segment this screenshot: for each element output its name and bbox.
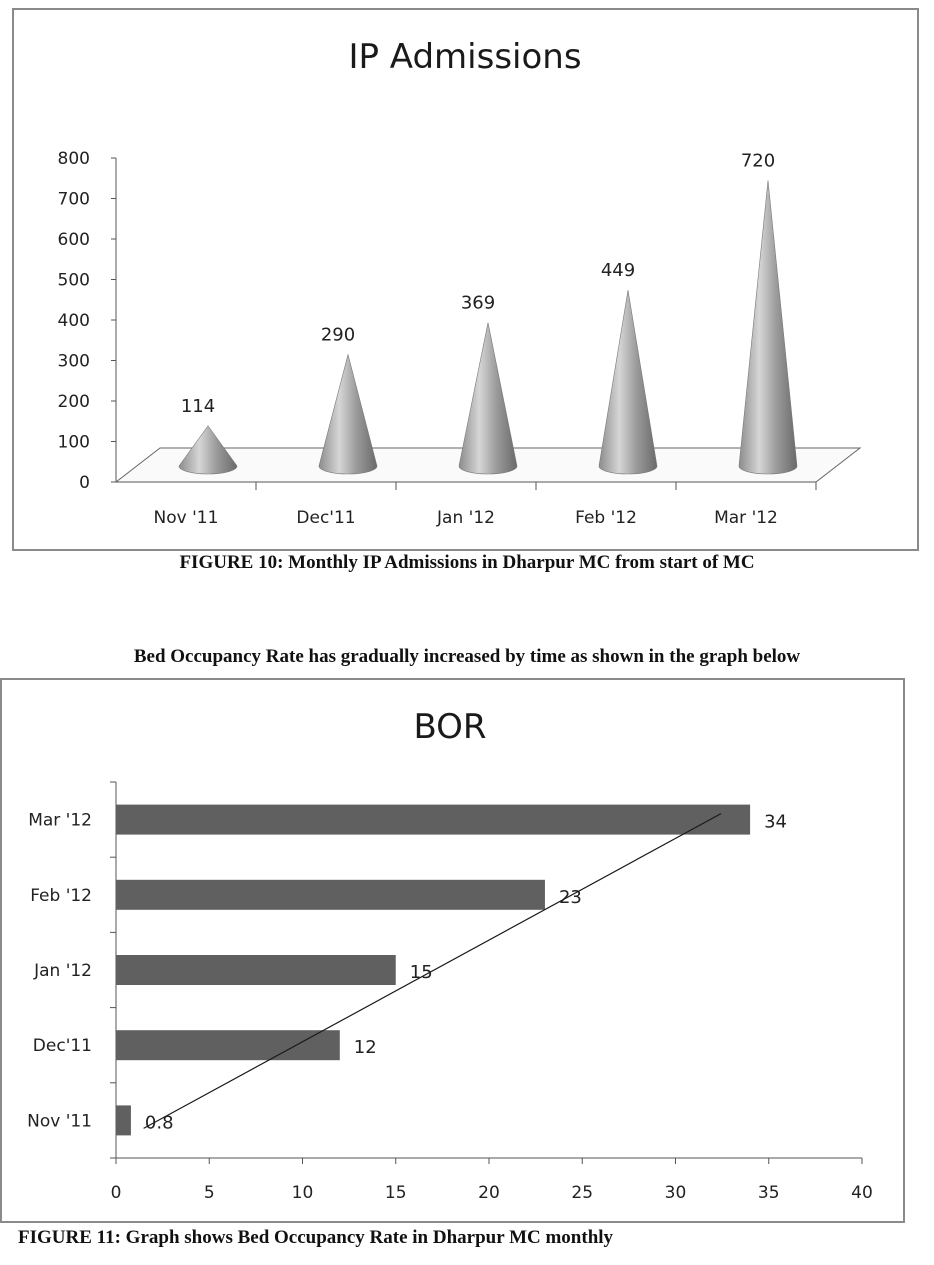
x-tick-label: Jan '12 <box>436 508 495 528</box>
bar <box>116 804 751 835</box>
bor-intro-text: Bed Occupancy Rate has gradually increas… <box>133 646 801 667</box>
x-tick-label: 0 <box>111 1183 122 1203</box>
chart-title: IP Admissions <box>348 37 581 77</box>
cone-bar <box>178 425 238 475</box>
x-tick-label: 35 <box>758 1183 780 1203</box>
x-tick-label: 5 <box>204 1183 215 1203</box>
data-label: 15 <box>410 962 433 983</box>
x-tick-label: 15 <box>385 1183 407 1203</box>
x-tick-label: Dec'11 <box>296 508 355 528</box>
y-tick-label: 0 <box>79 473 90 493</box>
y-tick-label: 300 <box>58 352 90 372</box>
x-tick-label: 10 <box>292 1183 314 1203</box>
y-tick-label: Dec'11 <box>33 1036 92 1056</box>
x-tick-label: Nov '11 <box>154 508 219 528</box>
bar <box>116 1105 131 1136</box>
y-tick-label: 800 <box>58 149 90 169</box>
y-tick-label: 600 <box>58 230 90 250</box>
bar <box>116 879 545 910</box>
cone-bar <box>458 322 518 475</box>
y-tick-label: 500 <box>58 271 90 291</box>
cone-bar <box>598 290 658 475</box>
y-tick-label: 100 <box>58 433 90 453</box>
trendline <box>143 813 722 1129</box>
x-tick-label: Feb '12 <box>575 508 637 528</box>
figure-11-caption: FIGURE 11: Graph shows Bed Occupancy Rat… <box>18 1227 614 1248</box>
ip-admissions-chart: IP Admissions 0 100 200 300 400 500 600 700 800 11… <box>58 37 862 528</box>
figure-10-caption: FIGURE 10: Monthly IP Admissions in Dhar… <box>179 552 755 573</box>
data-label: 369 <box>461 293 495 314</box>
bar <box>116 1030 340 1061</box>
data-label: 12 <box>354 1037 377 1058</box>
cone-bar <box>318 353 378 475</box>
data-label: 290 <box>321 325 355 346</box>
chart-title: BOR <box>413 707 486 747</box>
x-tick-label: 30 <box>665 1183 687 1203</box>
x-tick-label: 40 <box>851 1183 873 1203</box>
bor-chart-frame <box>0 678 905 1223</box>
data-label: 449 <box>601 260 635 281</box>
data-label: 114 <box>181 396 215 417</box>
data-label: 34 <box>764 812 787 833</box>
data-label: 0.8 <box>145 1112 174 1133</box>
y-tick-label: 700 <box>58 190 90 210</box>
y-tick-label: 200 <box>58 392 90 412</box>
data-label: 720 <box>741 150 775 171</box>
bar <box>116 955 396 985</box>
y-tick-label: 400 <box>58 311 90 331</box>
y-tick-label: Nov '11 <box>27 1111 92 1131</box>
y-tick-label: Feb '12 <box>30 886 92 906</box>
x-tick-label: 20 <box>478 1183 500 1203</box>
x-tick-label: Mar '12 <box>714 508 778 528</box>
y-tick-label: Mar '12 <box>28 811 92 831</box>
y-tick-label: Jan '12 <box>33 961 92 981</box>
x-tick-label: 25 <box>571 1183 593 1203</box>
data-label: 23 <box>559 887 582 908</box>
cone-bar <box>738 180 798 475</box>
